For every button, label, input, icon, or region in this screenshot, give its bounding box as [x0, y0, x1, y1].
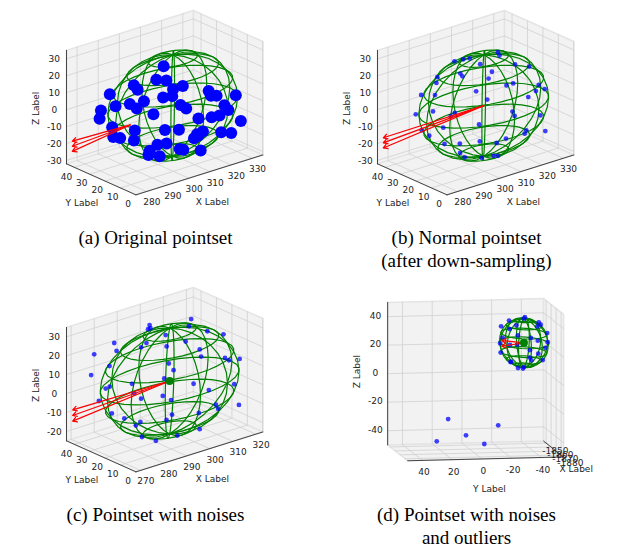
- svg-text:20: 20: [370, 339, 382, 349]
- svg-text:20: 20: [49, 71, 61, 81]
- svg-text:30: 30: [387, 178, 399, 188]
- svg-text:Z Label: Z Label: [31, 369, 41, 402]
- svg-text:-20: -20: [358, 139, 373, 149]
- svg-text:0: 0: [436, 199, 442, 209]
- svg-text:-10: -10: [47, 122, 62, 132]
- svg-text:Y Label: Y Label: [65, 475, 99, 485]
- svg-text:10: 10: [360, 88, 372, 98]
- svg-text:-20: -20: [368, 396, 383, 406]
- svg-text:-10: -10: [358, 122, 373, 132]
- svg-text:10: 10: [49, 370, 61, 380]
- svg-text:330: 330: [249, 164, 266, 174]
- svg-text:30: 30: [49, 332, 61, 342]
- svg-text:310: 310: [207, 177, 224, 187]
- svg-text:0: 0: [481, 466, 487, 476]
- svg-text:X Label: X Label: [196, 197, 229, 207]
- html-text:(c) Pointset with noises: (c) Pointset with noises: [66, 504, 245, 525]
- svg-text:20: 20: [92, 462, 104, 472]
- svg-text:-30: -30: [47, 156, 62, 166]
- svg-text:290: 290: [475, 191, 492, 201]
- svg-text:40: 40: [418, 467, 430, 477]
- svg-text:Z Label: Z Label: [31, 92, 41, 125]
- svg-text:Y Label: Y Label: [472, 484, 506, 494]
- svg-text:310: 310: [518, 177, 535, 187]
- svg-text:20: 20: [49, 351, 61, 361]
- svg-text:300: 300: [206, 455, 223, 465]
- svg-text:-40: -40: [536, 465, 551, 475]
- svg-text:0: 0: [373, 368, 379, 378]
- html-text:and outliers: and outliers: [421, 527, 512, 548]
- svg-text:270: 270: [137, 476, 154, 486]
- svg-text:320: 320: [253, 440, 270, 450]
- svg-text:310: 310: [230, 447, 247, 457]
- svg-text:-10: -10: [47, 408, 62, 418]
- svg-text:10: 10: [49, 88, 61, 98]
- html-text:(after down-sampling): (after down-sampling): [381, 250, 552, 271]
- svg-text:300: 300: [185, 184, 202, 194]
- svg-text:X Label: X Label: [560, 464, 593, 474]
- svg-text:-1850: -1850: [542, 446, 568, 456]
- html-text:(b) Normal pointset: (b) Normal pointset: [391, 227, 542, 248]
- svg-text:X Label: X Label: [507, 197, 540, 207]
- svg-text:0: 0: [125, 476, 131, 486]
- svg-text:290: 290: [164, 191, 181, 201]
- svg-text:20: 20: [403, 185, 415, 195]
- svg-text:-30: -30: [358, 156, 373, 166]
- svg-text:-20: -20: [47, 427, 62, 437]
- svg-text:0: 0: [362, 105, 368, 115]
- html-text:(d) Pointset with noises: (d) Pointset with noises: [377, 504, 556, 525]
- html-text:(a) Original pointset: (a) Original pointset: [78, 227, 233, 248]
- svg-text:30: 30: [76, 455, 88, 465]
- svg-text:10: 10: [107, 192, 119, 202]
- svg-text:10: 10: [107, 469, 119, 479]
- svg-text:300: 300: [496, 184, 513, 194]
- svg-text:280: 280: [454, 197, 471, 207]
- svg-text:30: 30: [49, 54, 61, 64]
- svg-text:40: 40: [370, 311, 382, 321]
- svg-text:330: 330: [560, 164, 577, 174]
- svg-text:20: 20: [448, 467, 460, 477]
- svg-text:280: 280: [160, 469, 177, 479]
- svg-text:-20: -20: [47, 139, 62, 149]
- svg-text:20: 20: [360, 71, 372, 81]
- svg-text:X Label: X Label: [196, 474, 229, 484]
- svg-text:0: 0: [125, 199, 131, 209]
- svg-text:320: 320: [539, 171, 556, 181]
- svg-text:Y Label: Y Label: [65, 198, 99, 208]
- svg-text:0: 0: [51, 105, 57, 115]
- svg-text:-40: -40: [368, 425, 383, 435]
- svg-text:Z Label: Z Label: [352, 355, 362, 388]
- svg-text:290: 290: [183, 462, 200, 472]
- svg-text:Z Label: Z Label: [342, 92, 352, 125]
- svg-text:-20: -20: [506, 465, 521, 475]
- svg-text:30: 30: [360, 54, 372, 64]
- svg-text:40: 40: [372, 172, 384, 182]
- svg-text:320: 320: [228, 171, 245, 181]
- svg-text:0: 0: [51, 389, 57, 399]
- svg-text:40: 40: [61, 172, 73, 182]
- svg-text:30: 30: [76, 178, 88, 188]
- svg-text:Y Label: Y Label: [376, 198, 410, 208]
- svg-text:10: 10: [418, 192, 430, 202]
- svg-text:280: 280: [143, 197, 160, 207]
- svg-text:20: 20: [92, 185, 104, 195]
- svg-text:40: 40: [61, 449, 73, 459]
